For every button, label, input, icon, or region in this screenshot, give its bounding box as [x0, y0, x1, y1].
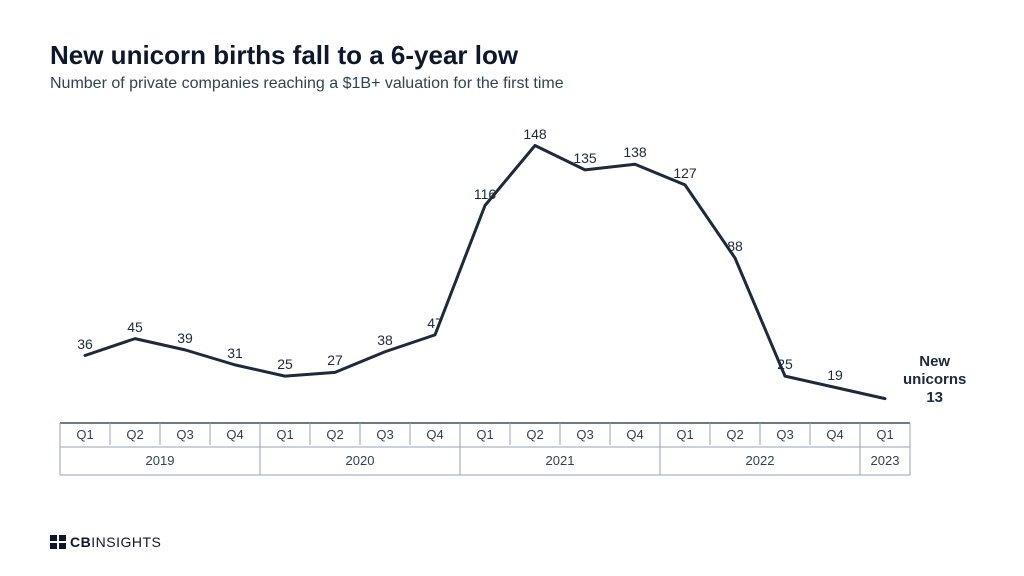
chart-container: New unicorn births fall to a 6-year low … [0, 0, 1024, 576]
chart-subtitle: Number of private companies reaching a $… [50, 75, 974, 93]
data-label: 36 [77, 336, 93, 352]
x-tick-quarter: Q1 [876, 427, 893, 442]
series-annotation: Newunicorns13 [903, 353, 966, 407]
data-label: 25 [277, 356, 293, 372]
brand-text: CBINSIGHTS [70, 534, 161, 550]
data-label: 135 [573, 150, 596, 166]
data-label: 127 [673, 165, 696, 181]
data-label: 88 [727, 238, 743, 254]
data-label: 19 [827, 367, 843, 383]
data-label: 25 [777, 356, 793, 372]
x-tick-quarter: Q3 [576, 427, 593, 442]
x-tick-year: 2023 [871, 453, 900, 468]
data-label: 38 [377, 332, 393, 348]
x-tick-quarter: Q2 [126, 427, 143, 442]
data-label: 138 [623, 144, 646, 160]
x-tick-quarter: Q4 [626, 427, 643, 442]
data-label: 45 [127, 319, 143, 335]
x-tick-quarter: Q2 [726, 427, 743, 442]
data-label: 47 [427, 315, 443, 331]
cbinsights-icon [50, 535, 66, 549]
chart-title: New unicorn births fall to a 6-year low [50, 40, 974, 71]
x-tick-quarter: Q1 [276, 427, 293, 442]
x-tick-quarter: Q2 [526, 427, 543, 442]
x-tick-quarter: Q1 [76, 427, 93, 442]
brand-logo: CBINSIGHTS [50, 534, 161, 550]
x-tick-quarter: Q3 [176, 427, 193, 442]
x-tick-quarter: Q4 [426, 427, 443, 442]
x-tick-quarter: Q1 [476, 427, 493, 442]
x-tick-quarter: Q4 [826, 427, 843, 442]
data-label: 31 [227, 345, 243, 361]
data-label: 116 [474, 186, 496, 202]
series-line [85, 146, 885, 399]
x-tick-year: 2022 [746, 453, 775, 468]
x-tick-year: 2021 [546, 453, 575, 468]
x-tick-year: 2019 [146, 453, 175, 468]
x-tick-quarter: Q3 [776, 427, 793, 442]
x-tick-year: 2020 [346, 453, 375, 468]
data-label: 148 [523, 126, 546, 142]
line-chart: 36 45 39 31 25 27 38 47 116 148 135 138 127 88 25 19 New… [50, 113, 974, 513]
x-tick-quarter: Q1 [676, 427, 693, 442]
data-label: 39 [177, 330, 193, 346]
x-tick-quarter: Q2 [326, 427, 343, 442]
x-tick-quarter: Q4 [226, 427, 243, 442]
data-label: 27 [327, 352, 343, 368]
x-tick-quarter: Q3 [376, 427, 393, 442]
